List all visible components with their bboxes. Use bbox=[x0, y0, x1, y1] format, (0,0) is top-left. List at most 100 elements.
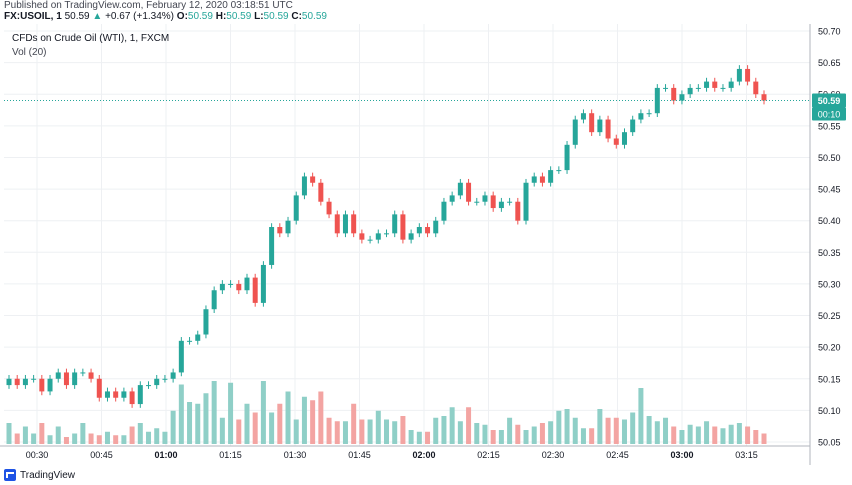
y-tick-label: 50.70 bbox=[818, 27, 841, 37]
candle-body bbox=[219, 283, 225, 291]
low-value: 50.59 bbox=[263, 11, 289, 22]
volume-bar bbox=[654, 421, 660, 444]
open-label: O: bbox=[176, 11, 188, 22]
volume-bar bbox=[482, 424, 488, 444]
x-tick-label: 01:30 bbox=[284, 450, 307, 460]
volume-bar bbox=[252, 412, 258, 444]
volume-bar bbox=[605, 417, 611, 444]
candle-body bbox=[498, 201, 504, 209]
candle-body bbox=[384, 233, 389, 235]
volume-bar bbox=[187, 402, 193, 444]
candle-body bbox=[704, 81, 710, 88]
volume-bar bbox=[375, 410, 381, 444]
y-tick-label: 50.65 bbox=[818, 58, 841, 68]
candle-body bbox=[761, 94, 767, 101]
candle-body bbox=[515, 201, 521, 221]
high-label: H: bbox=[215, 11, 227, 22]
volume-bar bbox=[580, 428, 586, 444]
candle-body bbox=[285, 220, 291, 234]
volume-bar bbox=[720, 428, 726, 444]
candle-body bbox=[523, 182, 529, 221]
candle-body bbox=[293, 195, 299, 221]
candle-body bbox=[548, 170, 554, 183]
candle-body bbox=[753, 81, 759, 95]
candle-body bbox=[170, 372, 176, 379]
volume-bar bbox=[342, 421, 348, 444]
candle-body bbox=[392, 214, 398, 234]
volume-bar bbox=[457, 421, 463, 444]
symbol-line: FX:USOIL, 1 50.59 ▲ +0.67 (+1.34%) O:50.… bbox=[4, 11, 327, 22]
candle-body bbox=[712, 81, 718, 88]
price-change: +0.67 (+1.34%) bbox=[105, 11, 175, 22]
volume-bar bbox=[301, 396, 307, 444]
volume-bar bbox=[564, 409, 570, 444]
volume-bar bbox=[113, 435, 119, 444]
candle-body bbox=[55, 372, 61, 379]
countdown-tag-label: 00:10 bbox=[818, 110, 841, 120]
y-tick-label: 50.15 bbox=[818, 374, 841, 384]
volume-bar bbox=[310, 400, 316, 444]
candle-body bbox=[326, 201, 332, 215]
x-tick-label: 01:15 bbox=[219, 450, 242, 460]
candle-body bbox=[203, 309, 209, 335]
volume-bar bbox=[507, 417, 513, 444]
candle-body bbox=[277, 227, 283, 234]
volume-bar bbox=[211, 381, 217, 444]
candle-body bbox=[375, 233, 381, 240]
candle-body bbox=[728, 81, 734, 88]
candle-body bbox=[539, 176, 545, 183]
volume-bar bbox=[162, 431, 168, 444]
candle-body bbox=[359, 233, 365, 240]
published-line: Published on TradingView.com, February 1… bbox=[4, 0, 293, 11]
volume-bar bbox=[466, 407, 472, 444]
volume-bar bbox=[416, 431, 422, 444]
candle-body bbox=[433, 220, 439, 234]
candle-body bbox=[252, 277, 258, 303]
candle-body bbox=[400, 214, 406, 240]
candle-body bbox=[88, 372, 94, 379]
candle-body bbox=[269, 227, 275, 265]
x-tick-label: 02:30 bbox=[542, 450, 565, 460]
volume-bar bbox=[367, 419, 373, 444]
volume-bar bbox=[679, 430, 685, 444]
volume-bar bbox=[72, 433, 78, 444]
y-tick-label: 50.40 bbox=[818, 216, 841, 226]
volume-bar bbox=[146, 431, 152, 444]
candle-body bbox=[162, 378, 168, 380]
volume-bar bbox=[236, 419, 242, 444]
x-tick-label: 02:00 bbox=[412, 450, 435, 460]
last-price-tag bbox=[812, 93, 846, 108]
volume-bar bbox=[523, 430, 529, 444]
candle-body bbox=[137, 385, 143, 405]
volume-bar bbox=[663, 417, 669, 444]
change-arrow-icon: ▲ bbox=[92, 11, 103, 22]
volume-bar bbox=[178, 384, 184, 444]
high-value: 50.59 bbox=[226, 11, 252, 22]
volume-bar bbox=[154, 428, 160, 444]
candle-body bbox=[72, 372, 78, 386]
candle-body bbox=[425, 227, 431, 234]
candle-body bbox=[613, 138, 619, 145]
volume-bar bbox=[359, 419, 365, 444]
candle-body bbox=[80, 372, 86, 374]
y-tick-label: 50.10 bbox=[818, 406, 841, 416]
chart-legend-title: CFDs on Crude Oil (WTI), 1, FXCM bbox=[12, 33, 170, 44]
volume-bar bbox=[704, 421, 710, 444]
volume-bar bbox=[531, 426, 537, 444]
candle-body bbox=[580, 113, 586, 120]
candle-body bbox=[687, 87, 693, 95]
candle-body bbox=[441, 201, 447, 221]
volume-bar bbox=[441, 416, 447, 444]
candle-body bbox=[154, 378, 160, 386]
volume-bar bbox=[47, 435, 53, 444]
candle-body bbox=[195, 334, 201, 341]
candle-body bbox=[630, 119, 636, 133]
candle-body bbox=[31, 378, 37, 380]
tradingview-brand: TradingView bbox=[4, 469, 75, 481]
volume-bar bbox=[589, 428, 595, 444]
volume-bar bbox=[753, 430, 759, 444]
volume-bar bbox=[88, 433, 94, 444]
volume-bar bbox=[55, 426, 61, 444]
volume-bar bbox=[293, 419, 299, 444]
